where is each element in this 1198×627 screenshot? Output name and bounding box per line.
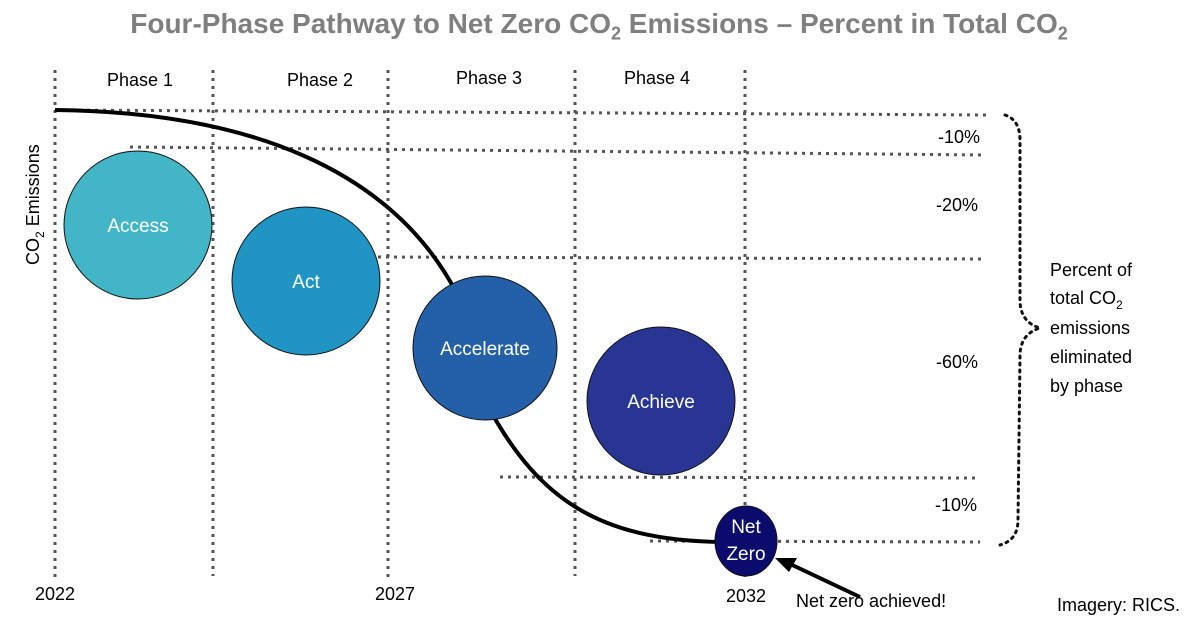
horizontal-gridline [54, 108, 989, 117]
net-zero-annotation: Net zero achieved! [796, 591, 946, 611]
svg-text:eliminated: eliminated [1050, 347, 1132, 367]
year-label: 2022 [35, 584, 75, 604]
percent-label: -20% [936, 195, 978, 215]
svg-text:Act: Act [292, 272, 320, 293]
emissions-curve [54, 108, 721, 544]
annotation-arrow [787, 561, 861, 599]
stage-access: Access [63, 150, 213, 300]
stage-act: Act [231, 206, 381, 356]
y-axis-label: CO2 Emissions [23, 144, 47, 265]
svg-text:emissions: emissions [1050, 318, 1130, 338]
percent-label: -10% [938, 127, 980, 147]
year-label: 2027 [375, 584, 415, 604]
brace-label: Percent of total CO2 emissions eliminate… [1050, 260, 1133, 396]
diagram-title: Four-Phase Pathway to Net Zero CO2 Emiss… [130, 8, 1068, 44]
horizontal-gridline [129, 145, 986, 157]
stage-accelerate: Accelerate [412, 275, 558, 421]
arrow-head-icon [775, 558, 797, 572]
svg-text:Achieve: Achieve [627, 392, 695, 413]
percent-label: -10% [935, 495, 977, 515]
stage-net-zero: Net Zero [714, 505, 778, 577]
image-credit: Imagery: RICS. [1057, 595, 1180, 615]
grid-lines [53, 70, 989, 580]
brace [998, 113, 1046, 547]
svg-text:Percent of: Percent of [1050, 260, 1133, 280]
phase-label: Phase 3 [456, 68, 522, 88]
svg-text:total CO2: total CO2 [1050, 288, 1123, 312]
stage-achieve: Achieve [586, 326, 736, 476]
phase-label: Phase 1 [107, 70, 173, 90]
horizontal-gridline [377, 255, 986, 261]
svg-text:Net: Net [731, 517, 761, 538]
svg-text:Access: Access [107, 216, 168, 237]
svg-text:Accelerate: Accelerate [440, 339, 530, 360]
svg-text:by phase: by phase [1050, 376, 1123, 396]
percent-label: -60% [936, 352, 978, 372]
phase-label: Phase 4 [624, 68, 690, 88]
phase-label: Phase 2 [287, 70, 353, 90]
svg-text:Zero: Zero [726, 544, 765, 565]
year-label: 2032 [726, 586, 766, 606]
horizontal-gridline [499, 475, 976, 480]
